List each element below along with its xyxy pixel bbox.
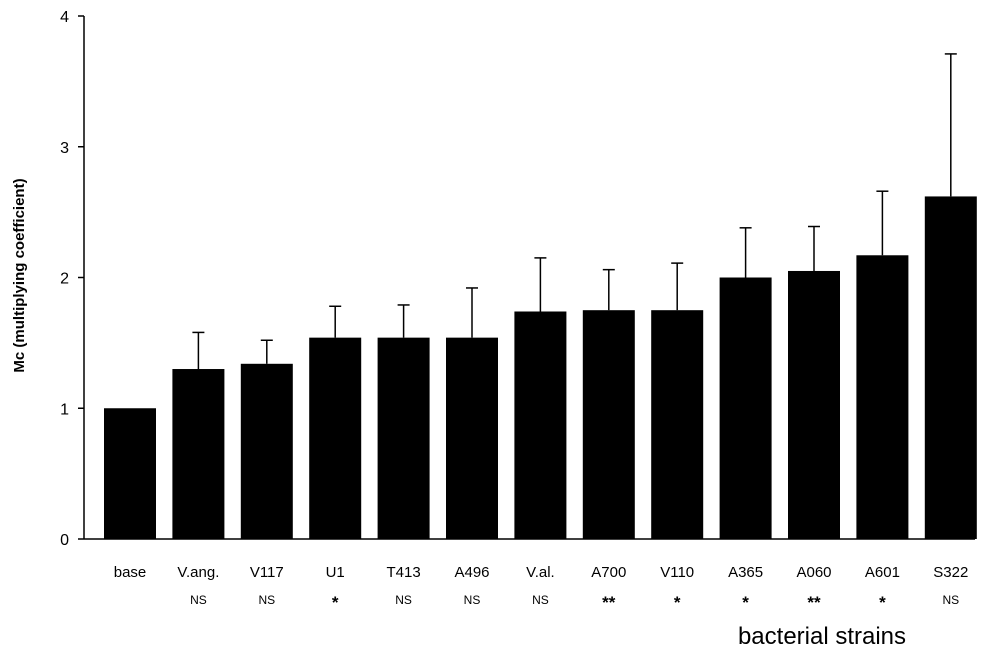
significance-label: * bbox=[332, 593, 339, 612]
y-tick-label: 0 bbox=[60, 532, 69, 549]
significance-label: * bbox=[879, 593, 886, 612]
bar bbox=[924, 196, 977, 539]
significance-label: NS bbox=[942, 593, 959, 607]
bar bbox=[240, 363, 293, 539]
bar bbox=[651, 310, 704, 539]
category-label: A700 bbox=[591, 564, 626, 581]
significance-label: * bbox=[742, 593, 749, 612]
significance-label: ** bbox=[807, 593, 821, 612]
significance-label: NS bbox=[190, 593, 207, 607]
category-label: base bbox=[114, 564, 147, 581]
bar bbox=[377, 337, 430, 539]
significance-label: ** bbox=[602, 593, 616, 612]
x-axis-label: bacterial strains bbox=[738, 623, 906, 650]
category-label: V110 bbox=[660, 564, 694, 581]
y-axis-label: Mc (multiplying coefficient) bbox=[11, 178, 28, 372]
bar bbox=[582, 310, 635, 539]
bar bbox=[104, 408, 156, 539]
significance-label: NS bbox=[395, 593, 412, 607]
category-label: V.ang. bbox=[177, 564, 219, 581]
category-label: A365 bbox=[728, 564, 763, 581]
significance-label: NS bbox=[258, 593, 275, 607]
y-ticks: 0 1 2 3 4 bbox=[60, 9, 84, 549]
category-label: T413 bbox=[386, 564, 420, 581]
bar bbox=[446, 337, 498, 539]
category-label: A060 bbox=[796, 564, 831, 581]
bar bbox=[309, 337, 362, 539]
bar bbox=[172, 369, 225, 539]
category-label: A496 bbox=[454, 564, 489, 581]
significance-label: * bbox=[674, 593, 681, 612]
category-labels: base V.ang. V117 U1 T413 A496 V.al. A700 V110 A36… bbox=[114, 564, 969, 581]
bar bbox=[514, 311, 567, 539]
category-label: S322 bbox=[933, 564, 968, 581]
y-tick-label: 2 bbox=[60, 271, 69, 288]
category-label: U1 bbox=[326, 564, 345, 581]
significance-labels: NS NS * NS NS NS ** * * ** * NS bbox=[190, 593, 959, 612]
bar bbox=[719, 277, 772, 539]
y-tick-label: 1 bbox=[60, 401, 69, 418]
category-label: V.al. bbox=[526, 564, 555, 581]
category-label: V117 bbox=[250, 564, 284, 581]
category-label: A601 bbox=[865, 564, 900, 581]
bars bbox=[104, 196, 977, 539]
significance-label: NS bbox=[464, 593, 481, 607]
y-tick-label: 4 bbox=[60, 9, 69, 26]
y-tick-label: 3 bbox=[60, 140, 69, 157]
significance-label: NS bbox=[532, 593, 549, 607]
bar bbox=[788, 270, 840, 539]
bar bbox=[856, 255, 909, 539]
error-bars bbox=[192, 53, 957, 370]
